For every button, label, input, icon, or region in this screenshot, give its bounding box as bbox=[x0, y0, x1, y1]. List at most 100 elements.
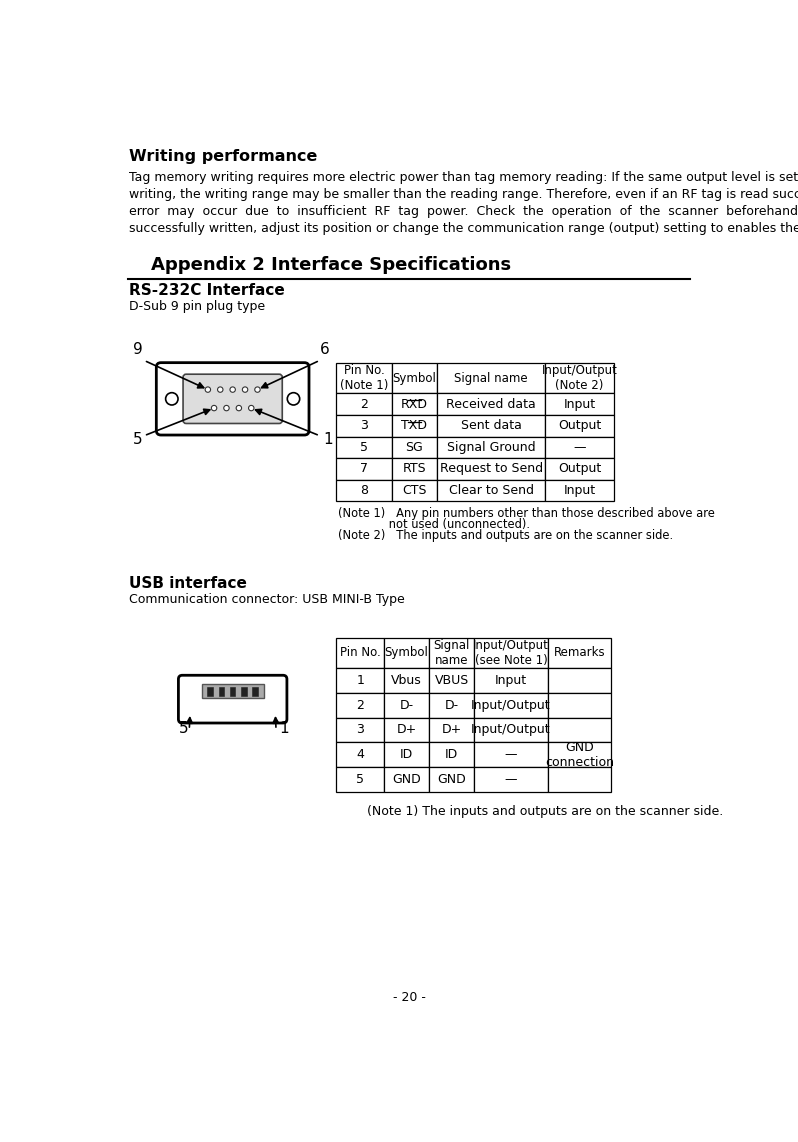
Bar bbox=[219, 686, 224, 697]
Bar bbox=[437, 394, 545, 415]
Bar bbox=[437, 458, 545, 480]
Bar bbox=[547, 717, 611, 742]
Text: (Note 1)   Any pin numbers other than those described above are: (Note 1) Any pin numbers other than thos… bbox=[338, 507, 714, 521]
Bar bbox=[384, 767, 429, 791]
Text: (Note 2)   The inputs and outputs are on the scanner side.: (Note 2) The inputs and outputs are on t… bbox=[338, 529, 673, 542]
Bar bbox=[437, 363, 545, 394]
Text: D+: D+ bbox=[441, 723, 462, 737]
Text: 9: 9 bbox=[133, 343, 143, 357]
Bar bbox=[336, 767, 384, 791]
Text: 5: 5 bbox=[133, 432, 143, 447]
Text: ID: ID bbox=[445, 748, 458, 761]
Text: Input/Output: Input/Output bbox=[471, 699, 551, 711]
Text: Input: Input bbox=[563, 397, 595, 411]
Text: D-: D- bbox=[400, 699, 413, 711]
Bar bbox=[241, 686, 247, 697]
Bar bbox=[336, 693, 384, 717]
Text: Symbol: Symbol bbox=[385, 646, 429, 659]
Circle shape bbox=[205, 387, 211, 393]
Text: RXD: RXD bbox=[401, 397, 428, 411]
Bar bbox=[429, 668, 474, 693]
Text: Input/Output
(see Note 1): Input/Output (see Note 1) bbox=[473, 638, 549, 667]
Bar bbox=[392, 480, 437, 501]
Text: Pin No.: Pin No. bbox=[340, 646, 381, 659]
Text: D-: D- bbox=[444, 699, 459, 711]
Bar bbox=[336, 458, 392, 480]
Text: 3: 3 bbox=[356, 723, 364, 737]
FancyBboxPatch shape bbox=[183, 375, 282, 424]
Circle shape bbox=[236, 405, 242, 411]
Bar bbox=[474, 693, 547, 717]
Bar bbox=[336, 742, 384, 767]
Bar bbox=[474, 668, 547, 693]
Text: SG: SG bbox=[405, 441, 423, 453]
Text: 1: 1 bbox=[323, 432, 333, 447]
Bar bbox=[336, 363, 392, 394]
Bar bbox=[474, 717, 547, 742]
Text: Pin No.
(Note 1): Pin No. (Note 1) bbox=[340, 364, 388, 392]
Text: (Note 1) The inputs and outputs are on the scanner side.: (Note 1) The inputs and outputs are on t… bbox=[367, 805, 723, 819]
Bar bbox=[545, 363, 614, 394]
Bar bbox=[336, 394, 392, 415]
Bar bbox=[392, 415, 437, 436]
Bar bbox=[545, 415, 614, 436]
Text: ID: ID bbox=[400, 748, 413, 761]
Bar bbox=[547, 637, 611, 668]
Bar bbox=[384, 637, 429, 668]
Bar bbox=[545, 480, 614, 501]
Bar bbox=[474, 767, 547, 791]
Text: D-Sub 9 pin plug type: D-Sub 9 pin plug type bbox=[129, 300, 265, 313]
Bar bbox=[547, 767, 611, 791]
Text: 2: 2 bbox=[360, 397, 368, 411]
FancyBboxPatch shape bbox=[156, 363, 309, 435]
Bar bbox=[474, 742, 547, 767]
Text: Sent data: Sent data bbox=[460, 419, 522, 433]
Bar bbox=[230, 686, 235, 697]
Bar bbox=[392, 436, 437, 458]
Bar bbox=[429, 767, 474, 791]
Bar bbox=[384, 742, 429, 767]
Circle shape bbox=[223, 405, 229, 411]
Bar bbox=[429, 717, 474, 742]
Bar bbox=[437, 436, 545, 458]
Bar bbox=[547, 693, 611, 717]
Circle shape bbox=[248, 405, 254, 411]
Text: error  may  occur  due  to  insufficient  RF  tag  power.  Check  the  operation: error may occur due to insufficient RF t… bbox=[129, 204, 798, 218]
FancyBboxPatch shape bbox=[179, 675, 287, 723]
Bar bbox=[336, 415, 392, 436]
Bar bbox=[392, 394, 437, 415]
Text: 6: 6 bbox=[320, 343, 330, 357]
Bar bbox=[429, 742, 474, 767]
Text: 8: 8 bbox=[360, 484, 368, 497]
Circle shape bbox=[166, 393, 178, 405]
Circle shape bbox=[287, 393, 300, 405]
Text: Tag memory writing requires more electric power than tag memory reading: If the : Tag memory writing requires more electri… bbox=[129, 171, 798, 184]
Text: Output: Output bbox=[558, 419, 601, 433]
Text: 1: 1 bbox=[356, 674, 364, 687]
Text: Request to Send: Request to Send bbox=[440, 463, 543, 475]
Text: Output: Output bbox=[558, 463, 601, 475]
Circle shape bbox=[230, 387, 235, 393]
Text: GND
connection: GND connection bbox=[545, 740, 614, 769]
Text: VBUS: VBUS bbox=[434, 674, 468, 687]
Text: USB interface: USB interface bbox=[129, 576, 247, 590]
Bar bbox=[202, 684, 263, 698]
Text: 5: 5 bbox=[356, 773, 364, 786]
Text: RTS: RTS bbox=[402, 463, 426, 475]
Text: Input/Output: Input/Output bbox=[471, 723, 551, 737]
Bar bbox=[429, 637, 474, 668]
Bar bbox=[384, 717, 429, 742]
Bar bbox=[429, 693, 474, 717]
Text: writing, the writing range may be smaller than the reading range. Therefore, eve: writing, the writing range may be smalle… bbox=[129, 188, 798, 201]
Text: - 20 -: - 20 - bbox=[393, 991, 425, 1004]
Bar bbox=[336, 668, 384, 693]
Bar bbox=[545, 436, 614, 458]
Text: 3: 3 bbox=[360, 419, 368, 433]
Bar bbox=[336, 637, 384, 668]
Text: Symbol: Symbol bbox=[393, 371, 437, 385]
Text: Signal Ground: Signal Ground bbox=[447, 441, 535, 453]
Text: D+: D+ bbox=[397, 723, 417, 737]
Bar bbox=[474, 637, 547, 668]
Text: Appendix 2 Interface Specifications: Appendix 2 Interface Specifications bbox=[151, 257, 511, 274]
Text: not used (unconnected).: not used (unconnected). bbox=[338, 518, 530, 531]
